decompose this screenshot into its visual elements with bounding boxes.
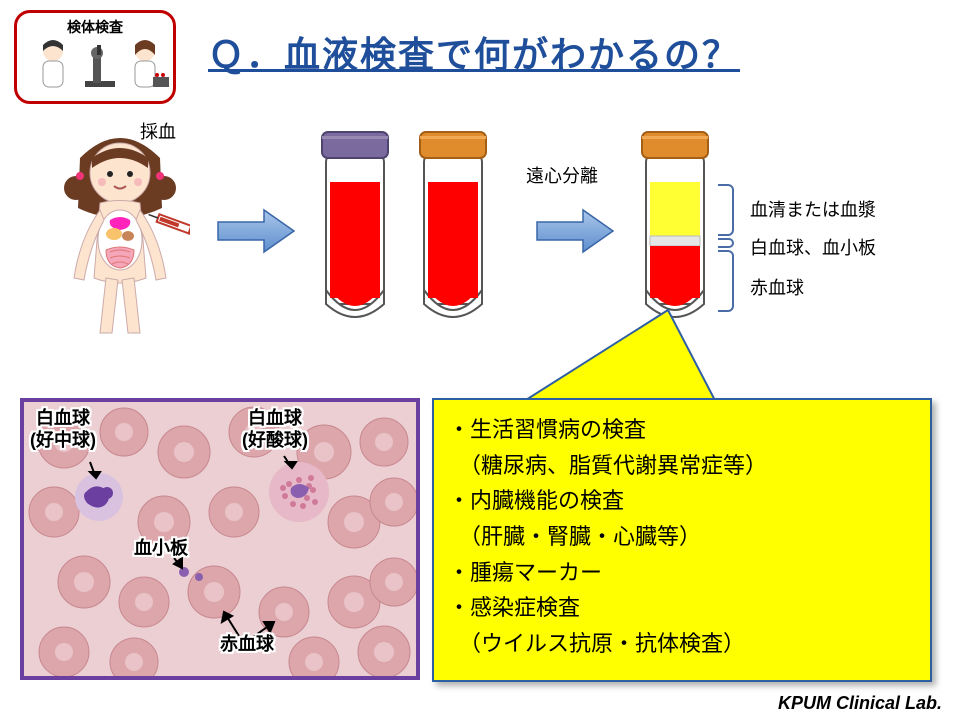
callout-line: （肝臓・腎臓・心臓等） [448,519,916,555]
callout-line: ・生活習慣病の検査 [448,412,916,448]
blood-draw-label: 採血 [140,118,176,144]
tube-whole-blood-1 [320,130,390,330]
callout-line: ・内臓機能の検査 [448,483,916,519]
bracket-plasma [718,184,734,236]
callout-box: ・生活習慣病の検査 （糖尿病、脂質代謝異常症等） ・内臓機能の検査 （肝臓・腎臓… [432,398,932,682]
girl-illustration [50,128,190,338]
tube-whole-blood-2 [418,130,488,330]
badge-label: 検体検査 [23,17,167,37]
arrow-icon [535,208,615,254]
bracket-rbc [718,250,734,312]
footer-credit: KPUM Clinical Lab. [778,693,942,714]
callout-line: ・感染症検査 [448,590,916,626]
callout-line: （ウイルス抗原・抗体検査） [448,626,916,662]
blood-smear-image: 白血球 (好中球) 白血球 (好酸球) 血小板 赤血球 [20,398,420,680]
callout-line: （糖尿病、脂質代謝異常症等） [448,448,916,484]
tube-separated [640,130,710,330]
arrow-icon [216,208,296,254]
page-title: Ｑ．血液検査で何がわかるの？ [208,26,740,78]
badge-illustration [23,37,167,97]
rbc-micro-label: 赤血球 [220,634,274,656]
bracket-buffy [718,238,734,248]
process-diagram: 採血 [20,118,940,358]
specimen-badge: 検体検査 [14,10,176,104]
callout-line: ・腫瘍マーカー [448,555,916,591]
plasma-label: 血清または血漿 [750,196,876,222]
buffy-label: 白血球、血小板 [750,234,876,260]
neutrophil-label: 白血球 (好中球) [30,408,96,451]
eosinophil-label: 白血球 (好酸球) [242,408,308,451]
rbc-label: 赤血球 [750,274,804,300]
centrifuge-label: 遠心分離 [526,162,598,188]
platelet-label: 血小板 [134,538,188,560]
